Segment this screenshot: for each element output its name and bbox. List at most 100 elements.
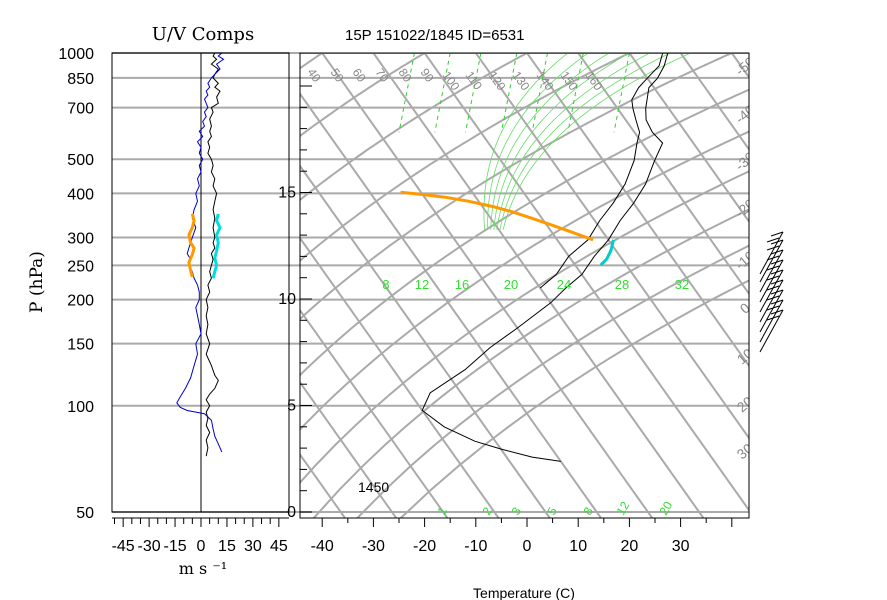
pressure-tick-label: 100 [67, 399, 94, 416]
skewt-series-line-2 [400, 190, 594, 242]
pressure-tick-label: 150 [67, 337, 94, 354]
moist-adiabat-label: 16 [455, 277, 469, 292]
dry-adiabat-label: 70 [373, 66, 392, 85]
mixing-ratio-label: 3 [508, 504, 524, 517]
wind-barb-staff [759, 239, 784, 283]
isotherm-label: -30 [732, 148, 758, 173]
skewt-x-tick-label: 30 [672, 538, 690, 555]
pressure-tick-label: 850 [67, 71, 94, 88]
mixing-ratio-line [434, 53, 451, 133]
isotherm [679, 53, 749, 152]
dry-adiabat-label: 40 [305, 66, 324, 85]
isotherm-label: 20 [734, 393, 756, 415]
skewt-series [400, 53, 669, 462]
uv-pressure-gridlines [112, 52, 300, 513]
isotherm [320, 53, 654, 518]
isotherm [423, 53, 749, 512]
uv-x-tick-label: -45 [112, 538, 135, 555]
uv-x-tick-label: -15 [163, 538, 186, 555]
isotherm [372, 53, 705, 518]
height-ticks: 0 5 10 15 [278, 85, 312, 521]
isotherm-label: -20 [732, 195, 758, 220]
mixing-ratio-line [500, 53, 518, 133]
moist-adiabat [490, 53, 610, 230]
moist-adiabat [493, 53, 630, 230]
pressure-tick-label: 300 [67, 230, 94, 247]
dry-adiabat [300, 170, 749, 485]
height-tick-label: 5 [287, 398, 296, 415]
skewt-series-line-3 [599, 239, 615, 267]
mixing-ratio-line [567, 53, 584, 133]
isotherm-label: 30 [734, 440, 756, 462]
moist-adiabat-label: 24 [557, 277, 571, 292]
moist-adiabat-label: 12 [415, 277, 429, 292]
mixing-ratio-line [398, 53, 415, 133]
mixing-ratio-label: 12 [613, 499, 632, 518]
moist-adiabat-label: 8 [382, 277, 389, 292]
pressure-tick-label: 200 [67, 293, 94, 310]
dry-adiabat [399, 279, 749, 518]
dry-adiabat [355, 244, 749, 518]
uv-series-line-3 [211, 213, 222, 279]
wind-barb-flag [770, 249, 784, 255]
pressure-tick-label: 1000 [58, 46, 94, 63]
mixing-ratio-label: 1 [434, 504, 450, 517]
skewt-panel: 15P 151022/1845 ID=6531 40 50 60 70 80 90 100 1… [278, 27, 784, 600]
uv-x-tick-label: 30 [244, 538, 262, 555]
skewt-series-line-0 [421, 53, 669, 462]
dry-adiabat-label: 100 [440, 69, 463, 94]
skewt-x-tick-label: -40 [311, 538, 334, 555]
isotherms [300, 53, 749, 518]
mixing-ratio-line [613, 53, 630, 133]
wind-barb-flag [770, 231, 784, 237]
mixing-ratio-line [531, 53, 548, 133]
uv-plot-frame [111, 52, 290, 513]
dry-adiabat [300, 130, 749, 431]
pressure-tick-label: 50 [76, 505, 94, 522]
wind-barbs [759, 231, 784, 353]
uv-x-tick-label: 15 [218, 538, 236, 555]
height-tick-label: 10 [278, 291, 296, 308]
skewt-x-tick-label: -10 [464, 538, 487, 555]
wind-barb-staff [759, 309, 784, 353]
uv-series-line-2 [187, 213, 196, 278]
uv-panel-title: U/V Comps [152, 24, 254, 45]
moist-adiabat-label: 20 [504, 277, 518, 292]
moist-adiabats [483, 53, 691, 231]
wind-barb-flag [770, 239, 784, 245]
dry-adiabat [300, 53, 530, 202]
pressure-tick-label: 400 [67, 186, 94, 203]
skewt-x-axis-label: Temperature (C) [473, 585, 575, 600]
skewt-series-line-1 [539, 53, 664, 289]
skewt-x-ticks: -40 -30 -20 -10 0 10 20 30 [311, 518, 733, 555]
wind-barb-flag [770, 269, 784, 275]
skewt-x-tick-label: -20 [413, 538, 436, 555]
dry-adiabat-label: 160 [583, 69, 606, 94]
wind-barb-flag [770, 279, 784, 285]
isotherm-label: 0 [737, 299, 753, 316]
dry-adiabat [300, 53, 325, 70]
height-tick-label: 0 [287, 504, 296, 521]
wind-barb-flag [770, 289, 784, 295]
uv-series [176, 53, 225, 457]
dry-adiabat [312, 208, 749, 518]
dry-adiabat [300, 88, 749, 377]
wind-barb-flag [770, 259, 784, 265]
skewt-plot-frame [299, 52, 750, 519]
wind-barb-flag [770, 309, 784, 315]
isotherm [300, 452, 347, 518]
skewt-x-tick-label: 0 [523, 538, 532, 555]
skewt-x-tick-label: 10 [569, 538, 587, 555]
height-tick-label: 15 [278, 185, 296, 202]
dry-adiabat-label: 90 [418, 66, 437, 85]
moist-adiabat [487, 53, 589, 230]
mixing-ratio-label: 5 [544, 504, 560, 517]
uv-x-ticks: -45 -30 -15 0 15 30 45 [112, 517, 289, 555]
skewt-plot-area: 40 50 60 70 80 90 100 110 120 130 140 150 160-50-40-… [300, 53, 758, 518]
isotherm [474, 53, 749, 440]
wind-barb-staff [759, 279, 784, 323]
dry-adiabat-label: 150 [558, 69, 581, 94]
isotherm [300, 236, 500, 518]
dry-adiabat-label: 110 [463, 69, 486, 93]
